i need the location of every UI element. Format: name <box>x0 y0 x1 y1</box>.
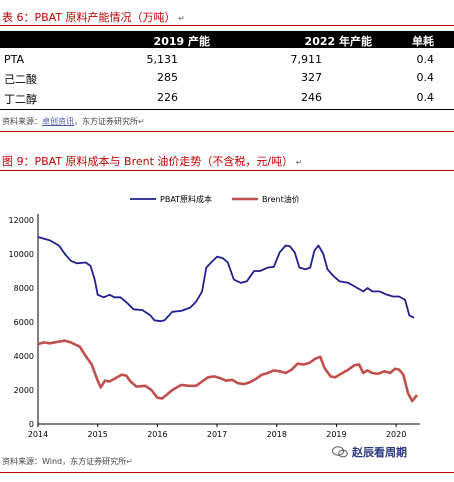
x-tick-label: 2018 <box>267 430 287 439</box>
figure-title-rule <box>0 170 454 171</box>
y-tick-label: 6000 <box>14 318 34 327</box>
header-col-2022: 2022 年产能 <box>304 35 372 48</box>
row-cap2022: 7,911 <box>290 53 323 66</box>
table-header: 2019 产能 2022 年产能 单耗 <box>0 31 454 48</box>
row-usage: 0.4 <box>416 71 435 84</box>
y-tick-label: 2000 <box>14 386 34 395</box>
row-cap2019: 226 <box>157 91 178 104</box>
wechat-icon <box>332 446 348 458</box>
chart-series <box>37 236 419 403</box>
return-mark: ↵ <box>293 158 303 167</box>
row-cap2022: 327 <box>301 71 322 84</box>
return-mark: ↵ <box>126 457 133 466</box>
row-cap2022: 246 <box>301 91 322 104</box>
table-source-link[interactable]: 卓创资讯 <box>42 117 74 126</box>
table-title: 表 6：PBAT 原料产能情况（万吨） ↵ <box>2 9 185 25</box>
table-source-rule <box>0 131 454 132</box>
y-tick-label: 4000 <box>14 352 34 361</box>
series-line-1 <box>37 339 419 403</box>
y-tick-label: 10000 <box>9 250 34 259</box>
table-source: 资料来源：卓创资讯，东方证券研究所↵ <box>2 116 145 127</box>
figure-source: 资料来源：Wind，东方证券研究所↵ <box>2 456 133 467</box>
watermark-text: 赵辰看周期 <box>352 446 407 459</box>
row-name: 己二酸 <box>4 73 37 86</box>
legend-label: PBAT原料成本 <box>160 194 212 204</box>
table-source-rest: ，东方证券研究所 <box>74 117 138 126</box>
y-axis: 0 2000 4000 6000 8000 10000 12000 <box>9 214 39 429</box>
y-tick-label: 8000 <box>14 284 34 293</box>
series-line-0 <box>37 236 415 323</box>
row-cap2019: 285 <box>157 71 178 84</box>
x-tick-label: 2016 <box>147 430 167 439</box>
table-source-label: 资料来源： <box>2 117 42 126</box>
row-cap2019: 5,131 <box>146 53 179 66</box>
row-usage: 0.4 <box>416 91 435 104</box>
table-bottom-rule <box>0 109 454 110</box>
x-tick-label: 2020 <box>386 430 406 439</box>
figure-title-text: 图 9：PBAT 原料成本与 Brent 油价走势（不含税，元/吨） <box>2 155 294 168</box>
x-tick-label: 2019 <box>326 430 346 439</box>
y-tick-label: 0 <box>29 420 34 429</box>
row-name: 丁二醇 <box>4 93 37 106</box>
table-row: PTA 5,131 7,911 0.4 <box>0 51 454 69</box>
figure-source-rule <box>0 472 454 473</box>
figure-title: 图 9：PBAT 原料成本与 Brent 油价走势（不含税，元/吨） ↵ <box>2 153 302 169</box>
table-title-text: 表 6：PBAT 原料产能情况（万吨） <box>2 11 176 24</box>
header-col-2019: 2019 产能 <box>153 35 210 48</box>
watermark: 赵辰看周期 <box>332 444 407 460</box>
header-col-usage: 单耗 <box>412 35 434 48</box>
table-title-rule <box>0 25 454 26</box>
line-chart: PBAT原料成本 Brent油价 0 2000 4000 6000 8000 10000 12… <box>9 194 420 439</box>
row-usage: 0.4 <box>416 53 435 66</box>
legend-label: Brent油价 <box>262 194 300 204</box>
x-axis: 2014 2015 2016 2017 2018 2019 2020 <box>28 423 420 439</box>
return-mark: ↵ <box>175 14 185 23</box>
x-tick-label: 2014 <box>28 430 48 439</box>
row-name: PTA <box>4 53 25 66</box>
x-tick-label: 2015 <box>88 430 108 439</box>
chart-legend: PBAT原料成本 Brent油价 <box>130 194 300 204</box>
x-tick-label: 2017 <box>207 430 227 439</box>
return-mark: ↵ <box>138 117 145 126</box>
table-row: 丁二醇 226 246 0.4 <box>0 89 454 107</box>
y-tick-label: 12000 <box>9 216 34 225</box>
table-row: 己二酸 285 327 0.4 <box>0 69 454 87</box>
figure-source-text: 资料来源：Wind，东方证券研究所 <box>2 457 127 466</box>
